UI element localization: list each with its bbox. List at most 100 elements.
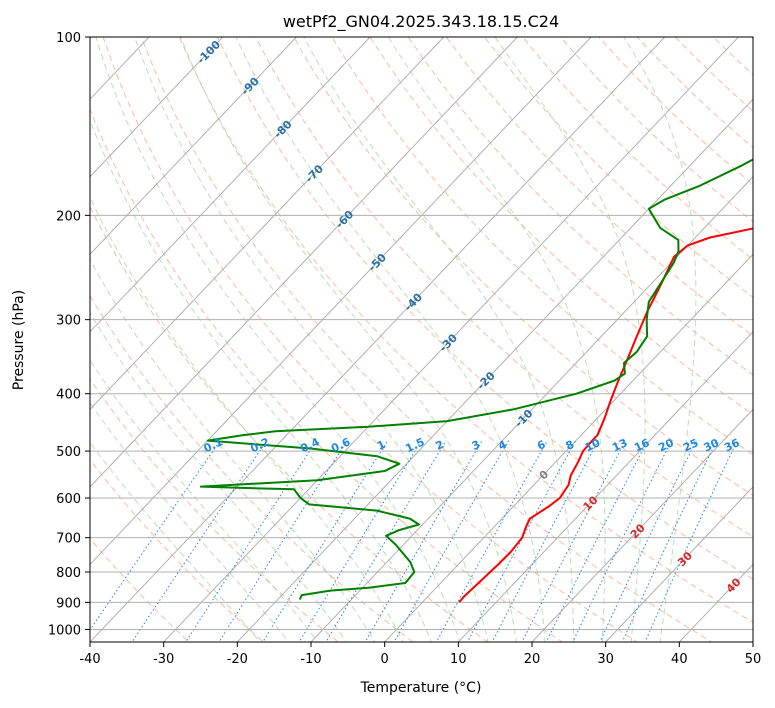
mixing-ratio-line <box>599 440 697 642</box>
x-tick-label: -20 <box>227 652 248 667</box>
dry-adiabat-line <box>90 294 414 642</box>
dry-adiabat-line <box>216 37 753 580</box>
isotherm-line <box>90 37 371 333</box>
dry-adiabat-line <box>293 37 753 496</box>
y-tick-label: 900 <box>56 596 81 611</box>
x-tick-label: -30 <box>153 652 174 667</box>
x-tick-label: 40 <box>671 652 688 667</box>
mixing-ratio-line <box>491 440 599 642</box>
isotherm-line <box>90 37 445 411</box>
profile-series <box>199 158 753 603</box>
mixing-ratio-line <box>466 440 577 642</box>
dry-adiabat-line <box>90 205 489 642</box>
mixing-ratio-label: 20 <box>656 436 676 454</box>
moist-adiabat-line <box>235 37 546 642</box>
mixing-ratio-line <box>435 440 548 642</box>
mixing-ratio-line <box>364 440 483 642</box>
mixing-ratio-line <box>572 440 673 642</box>
dry-adiabat-line <box>140 37 713 642</box>
mixing-ratio-label: 8 <box>564 438 576 453</box>
dry-adiabat-line <box>674 37 753 112</box>
mixing-ratio-label: 36 <box>722 436 742 454</box>
y-axis: 100 200 300 400 500 600 700 800 900 1000 <box>48 31 90 638</box>
y-tick-label: 700 <box>56 532 81 547</box>
mixing-ratio-label: 0.2 <box>248 435 271 455</box>
isotherm-label: -100 <box>195 38 224 67</box>
mixing-ratio-label: 6 <box>535 438 548 453</box>
temperature-profile-line <box>458 227 753 603</box>
isotherm-line <box>90 37 224 178</box>
x-tick-label: 20 <box>524 652 541 667</box>
mixing-ratio-line <box>644 440 738 642</box>
x-axis: -40 -30 -20 -10 0 10 20 30 40 50 <box>79 642 761 667</box>
mixing-ratio-label: 16 <box>632 436 652 454</box>
isotherm-line <box>457 331 753 642</box>
isotherm-line <box>531 408 753 642</box>
dry-adiabat-line <box>90 108 564 642</box>
isotherm-line <box>90 37 297 256</box>
moist-adiabat-line <box>90 312 347 642</box>
mixing-ratio-label: 0.4 <box>298 435 321 455</box>
moist-adiabat-line <box>387 37 606 642</box>
dry-adiabat-line <box>178 37 753 623</box>
dry-adiabat-line <box>102 37 638 642</box>
dry-adiabat-line <box>90 378 340 642</box>
x-tick-label: -10 <box>300 652 321 667</box>
moist-adiabat-line <box>134 37 489 642</box>
moist-adiabat-line <box>180 37 518 642</box>
background-lines <box>0 37 753 642</box>
y-tick-label: 600 <box>56 492 81 507</box>
mixing-ratio-line <box>90 440 221 631</box>
y-tick-label: 400 <box>56 388 81 403</box>
moist-adiabat-line <box>90 401 290 642</box>
mixing-ratio-line <box>545 440 648 642</box>
dry-adiabat-line <box>90 537 190 642</box>
isotherm-line <box>752 641 753 642</box>
dry-adiabat-line <box>560 37 753 223</box>
isotherm-line <box>605 486 753 642</box>
y-axis-label: Pressure (hPa) <box>11 290 27 390</box>
dry-adiabat-line <box>255 37 753 538</box>
y-tick-label: 100 <box>56 31 81 46</box>
dry-adiabat-line <box>90 459 265 642</box>
mixing-ratio-label: 1.5 <box>403 435 426 455</box>
mixing-ratio-line <box>298 440 422 642</box>
x-tick-label: 10 <box>450 652 467 667</box>
dry-adiabat-line <box>750 37 753 40</box>
moist-adiabat-line <box>90 196 404 642</box>
moist-adiabat-line <box>90 119 432 642</box>
mixing-ratio-line <box>218 440 348 642</box>
x-tick-label: 50 <box>745 652 762 667</box>
mixing-ratio-label: 10 <box>583 436 603 454</box>
mixing-ratio-line <box>131 440 268 642</box>
plot-frame <box>89 36 754 643</box>
isotherm-line <box>678 563 753 642</box>
mixing-ratio-line <box>185 440 318 642</box>
isotherm-line <box>310 176 753 642</box>
y-tick-label: 500 <box>56 445 81 460</box>
x-tick-label: 0 <box>381 652 389 667</box>
mixing-ratio-label: 25 <box>681 436 700 454</box>
y-tick-label: 1000 <box>48 623 81 638</box>
isotherm-line <box>90 37 666 642</box>
y-tick-label: 800 <box>56 566 81 581</box>
moist-adiabat-line <box>623 37 697 642</box>
x-tick-label: -40 <box>79 652 100 667</box>
x-axis-label: Temperature (°C) <box>360 680 482 696</box>
dry-adiabat-line <box>483 37 753 298</box>
y-tick-label: 300 <box>56 314 81 329</box>
mixing-ratio-line <box>621 440 718 642</box>
isotherm-line <box>90 37 518 488</box>
isotherm-line <box>236 98 753 642</box>
isotherm-line <box>0 37 2 642</box>
dry-adiabat-line <box>445 37 753 337</box>
dry-adiabat-line <box>369 37 753 415</box>
isotherm-line <box>384 253 753 642</box>
moist-adiabat-line <box>303 37 575 642</box>
isotherm-line <box>90 37 592 566</box>
pressure-gridlines <box>90 37 753 630</box>
chart-title: wetPf2_GN04.2025.343.18.15.C24 <box>283 12 559 32</box>
mixing-ratio-label: 4 <box>496 438 509 453</box>
x-tick-label: 30 <box>597 652 614 667</box>
